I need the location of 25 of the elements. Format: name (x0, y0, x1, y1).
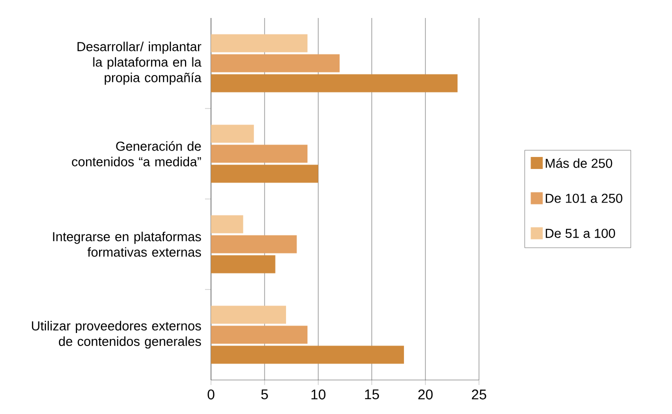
bar (211, 54, 340, 72)
bar (211, 34, 308, 52)
legend-label: Más de 250 (546, 158, 612, 168)
bar (211, 306, 286, 324)
bar (211, 326, 308, 344)
bar (211, 144, 308, 163)
x-tick-label: 10 (311, 390, 326, 400)
bar (211, 74, 458, 92)
legend-label: De 101 a 250 (546, 194, 622, 203)
y-tick-label: Desarrollar/ implantar la plataforma en la propia compañía (78, 42, 202, 85)
legend-label: De 51 a 100 (546, 228, 616, 238)
x-tick-label: 0 (208, 390, 214, 400)
bar (211, 124, 254, 143)
bar (211, 255, 276, 274)
bar (211, 235, 297, 254)
y-tick-label: Utilizar proveedores externos de contenidos generales (32, 320, 201, 349)
x-tick-label: 5 (261, 390, 268, 400)
bar (211, 215, 244, 234)
y-tick-label: Integrarse en plataformas formativas externas (53, 232, 201, 257)
x-tick-label: 15 (365, 390, 379, 400)
y-tick-label: Generación de contenidos “a medida” (72, 141, 201, 166)
bar (211, 346, 404, 364)
x-tick-label: 25 (472, 390, 486, 400)
x-tick-label: 20 (418, 390, 433, 400)
bar (211, 164, 318, 183)
